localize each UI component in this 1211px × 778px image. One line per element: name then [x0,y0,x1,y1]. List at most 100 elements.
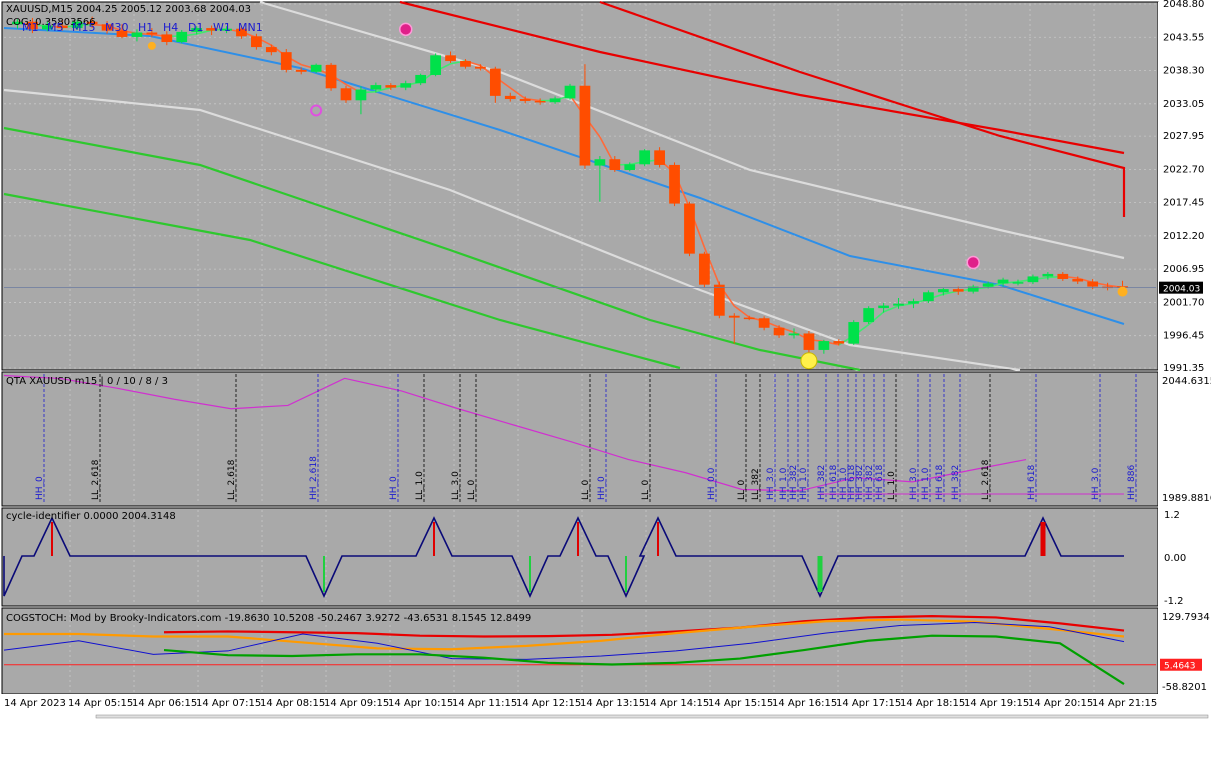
chart-markers: 2004.03 [4,22,1203,370]
price-tick-label: 2048.80 [1163,0,1204,10]
candle-body [773,327,785,336]
cycle-top-marker [966,255,980,270]
candle-body [116,30,128,37]
time-tick-label: 14 Apr 10:15 [388,698,453,709]
candle-body [489,68,501,96]
timeframe-h4[interactable]: H4 [163,21,178,34]
candle-body [684,203,695,254]
timeframe-m30[interactable]: M30 [105,21,129,34]
timeframe-m5[interactable]: M5 [47,21,64,34]
price-tick-label: 2022.70 [1163,164,1204,175]
fast-moving-average-segment [196,29,212,35]
qta-panel[interactable] [1,371,1159,507]
price-tick-label: 2043.55 [1163,32,1204,43]
candle-body [146,32,158,35]
cogstoch-indicator: 5.4643 [3,615,1202,685]
fast-moving-average-segment [509,87,526,100]
qta-marker-label: HH_3.0 [766,467,776,500]
time-scale [0,694,1211,714]
qta-marker-label: HH_1.0 [921,467,931,500]
fast-moving-average-segment [375,86,392,93]
timeframe-bar[interactable]: M1 M5 M15 M30 H1 H4 D1 W1 MN1 [22,21,263,34]
qta-marker-label: HH_618 [829,465,839,500]
current-price-label: 2004.03 [1163,285,1200,295]
qta-marker-label: LL_1.0 [415,471,425,500]
candle-body [923,292,934,302]
candle-body [579,85,591,166]
cogstoch-series-line [163,634,1125,685]
candle-body [519,99,531,101]
time-tick-label: 14 Apr 12:15 [516,698,581,709]
cycle-identifier-indicator [3,516,1124,598]
qta-marker-label: HH_3.0 [1091,467,1101,500]
qta-marker-label: LL_3.0 [451,471,461,500]
price-scale [1158,2,1210,694]
timeframe-mn1[interactable]: MN1 [238,21,263,34]
cycle-marker [147,41,156,50]
qta-marker-label: LL_2.618 [227,459,237,500]
candlesticks [12,16,1128,354]
time-tick-label: 14 Apr 16:15 [772,698,837,709]
timeframe-w1[interactable]: W1 [213,21,231,34]
time-tick-label: 14 Apr 15:15 [708,698,773,709]
time-tick-label: 14 Apr 09:15 [324,698,389,709]
cycle-title: cycle-identifier 0.0000 2004.3148 [6,511,176,522]
cogstoch-tick-label: 129.7934 [1162,612,1210,623]
candle-body [1072,278,1084,282]
cycle-tick-label: 1.2 [1164,510,1180,521]
candle-body [1057,273,1069,279]
candle-body [280,52,292,70]
qta-marker-label: HH_0 [597,476,607,500]
candle-body [982,283,994,287]
candle-body [549,98,561,103]
candle-body [818,341,830,350]
price-tick-label: 2017.45 [1163,198,1204,209]
candle-body [639,150,651,165]
qta-line [3,374,1027,492]
lower-white-band [3,88,1021,372]
fast-moving-average-segment [733,305,750,318]
price-tick-label: 1991.35 [1163,363,1204,374]
candle-body [654,150,665,165]
candle-body [952,289,964,292]
timeframe-h1[interactable]: H1 [138,21,153,34]
time-tick-label: 14 Apr 06:15 [132,698,197,709]
candle-body [56,25,68,29]
candle-body [12,21,23,25]
horizontal-scrollbar[interactable] [95,714,1209,719]
candle-body [400,83,412,88]
cycle-bottom-marker [800,352,818,370]
qta-marker-label: LL_2.618 [91,459,101,500]
timeframe-m1[interactable]: M1 [22,21,39,34]
qta-marker-label: HH_2.618 [309,456,319,500]
candle-body [191,28,203,32]
time-tick-label: 14 Apr 08:15 [260,698,325,709]
candle-body [669,164,680,204]
cogstoch-tick-label: -58.8201 [1162,682,1207,693]
candle-body [101,24,113,31]
cogstoch-series-line [163,615,1125,638]
candle-body [415,74,427,84]
qta-marker-label: LL_0 [641,479,651,500]
cycle-panel[interactable] [1,507,1159,607]
timeframe-m15[interactable]: M15 [72,21,96,34]
candle-body [713,284,725,316]
candle-body [594,159,606,166]
main-panel[interactable] [1,1,1159,371]
time-tick-label: 14 Apr 17:15 [836,698,901,709]
cycle-marker [1117,286,1128,297]
cog-info: COG: 0.35803566 [6,17,96,28]
qta-marker-label: HH_0 [389,476,399,500]
fast-moving-average-segment [883,305,899,313]
qta-marker-label: HH_382 [855,465,865,500]
price-tick-label: 1996.45 [1163,331,1204,342]
price-axis-labels: 2048.80 2043.55 2038.30 2033.05 2027.95 2022.… [1162,0,1211,693]
candle-body [624,164,636,171]
time-tick-label: 14 Apr 2023 [4,698,66,709]
cogstoch-series-line [4,618,1125,651]
qta-marker-label: HH_886 [1127,465,1137,500]
timeframe-d1[interactable]: D1 [188,21,203,34]
price-tick-label: 2033.05 [1163,99,1204,110]
grid-lines [4,3,1156,692]
